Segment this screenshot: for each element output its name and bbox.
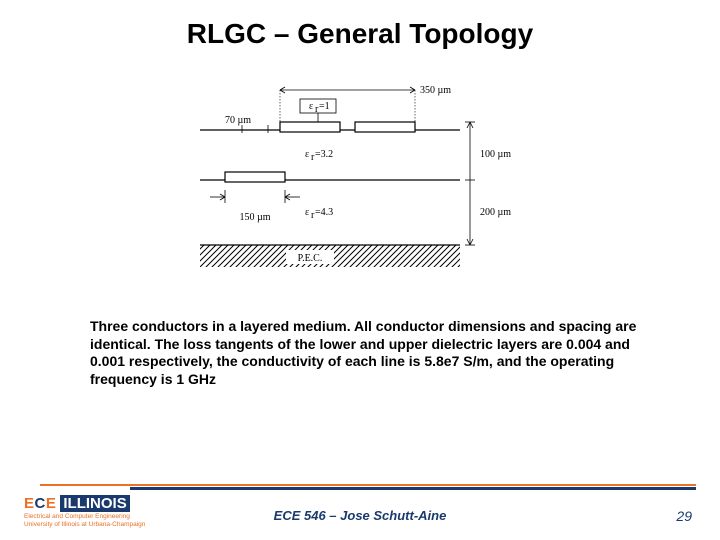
svg-text:=3.2: =3.2: [315, 149, 333, 160]
svg-text:P.E.C.: P.E.C.: [298, 253, 323, 264]
svg-text:200 µm: 200 µm: [480, 207, 511, 218]
svg-text:350 µm: 350 µm: [420, 85, 451, 96]
svg-text:70 µm: 70 µm: [225, 115, 251, 126]
footer-rule-orange: [40, 484, 696, 486]
svg-text:=1: =1: [319, 101, 330, 112]
svg-text:ε: ε: [305, 149, 309, 160]
svg-text:150 µm: 150 µm: [239, 212, 270, 223]
footer-center-text: ECE 546 – Jose Schutt-Aine: [0, 508, 720, 523]
figure-caption: Three conductors in a layered medium. Al…: [90, 318, 650, 388]
svg-text:ε: ε: [309, 101, 313, 112]
footer-rule-navy: [130, 487, 696, 490]
slide-footer: ECE ILLINOIS Electrical and Computer Eng…: [0, 484, 720, 540]
topology-diagram: P.E.C. εr=1 εr=3.2 εr=4.3 70 µm 350 µm 1…: [170, 75, 550, 295]
svg-text:=4.3: =4.3: [315, 207, 333, 218]
page-number: 29: [676, 508, 692, 524]
page-title: RLGC – General Topology: [0, 0, 720, 50]
svg-text:ε: ε: [305, 207, 309, 218]
svg-text:100 µm: 100 µm: [480, 149, 511, 160]
